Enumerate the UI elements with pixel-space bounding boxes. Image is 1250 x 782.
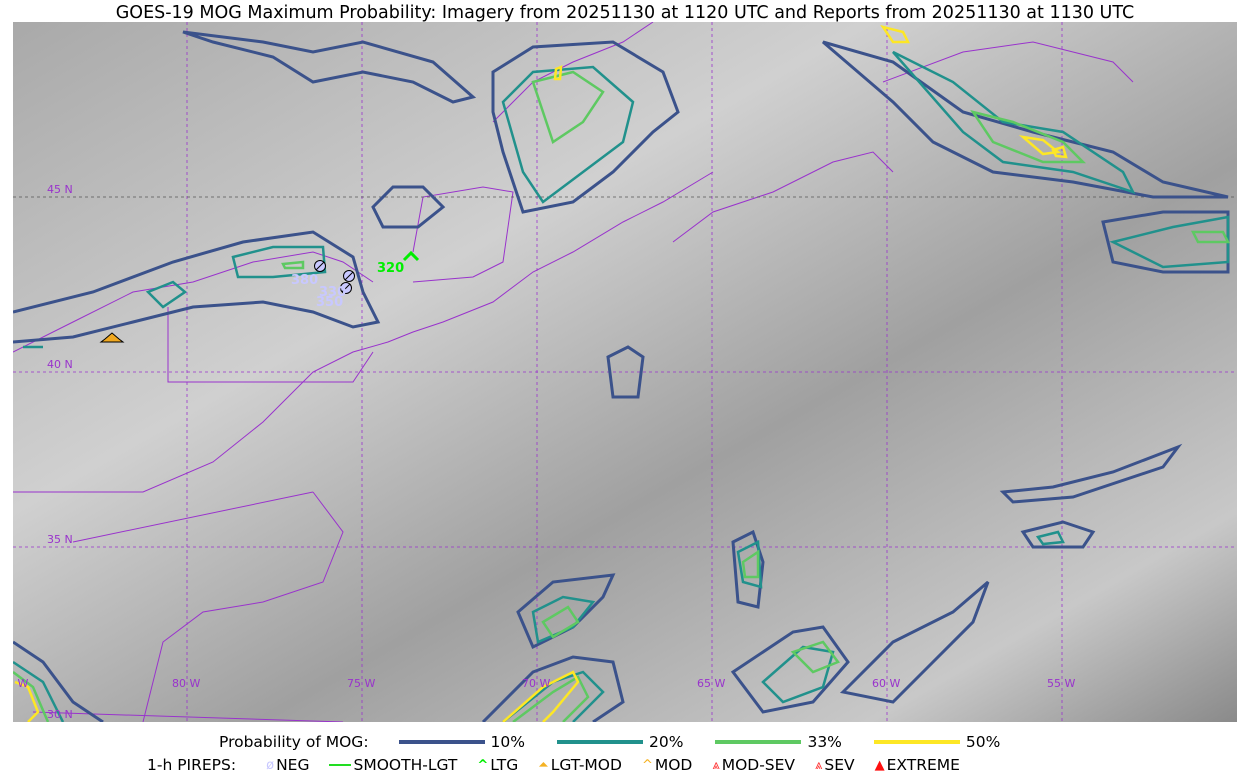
mog-legend: Probability of MOG: 10% 20% 33% 50% bbox=[219, 733, 1000, 751]
lat-label: 30 N bbox=[47, 708, 73, 721]
legend-label: LTG bbox=[490, 756, 519, 774]
mod-icon: ^ bbox=[641, 757, 653, 773]
neg-icon bbox=[343, 270, 355, 282]
map-title: GOES-19 MOG Maximum Probability: Imagery… bbox=[115, 3, 1135, 23]
lat-label: 40 N bbox=[47, 358, 73, 371]
extreme-icon: ▲ bbox=[874, 757, 885, 773]
ltg-icon bbox=[402, 250, 420, 262]
mog-legend-title: Probability of MOG: bbox=[219, 733, 369, 751]
map-canvas bbox=[13, 22, 1237, 722]
legend-label: 20% bbox=[649, 733, 684, 751]
neg-icon: ø bbox=[266, 757, 275, 773]
legend-label: 50% bbox=[965, 733, 1001, 751]
legend-swatch-10 bbox=[398, 740, 485, 744]
lon-label: 80 W bbox=[172, 677, 201, 690]
report-altitude: 330 bbox=[319, 285, 347, 300]
report-altitude: 320 bbox=[377, 261, 405, 276]
legend-label: NEG bbox=[276, 756, 310, 774]
lon-label: 70 W bbox=[522, 677, 551, 690]
lon-label: 65 W bbox=[697, 677, 726, 690]
legend-swatch-20 bbox=[557, 740, 643, 744]
coastlines-and-borders bbox=[13, 22, 1134, 722]
lgt-mod-icon: ⏶ bbox=[538, 757, 549, 773]
mod-sev-icon: ⩓ bbox=[712, 757, 720, 773]
lgt-mod-icon bbox=[99, 332, 125, 343]
lon-label: 85 W bbox=[13, 677, 29, 690]
legend-swatch-50 bbox=[873, 740, 960, 744]
legend-label: 33% bbox=[807, 733, 842, 751]
legend-swatch-33 bbox=[715, 740, 802, 744]
lat-label: 35 N bbox=[47, 533, 73, 546]
report-altitude: 380 bbox=[291, 273, 319, 288]
lon-label: 55 W bbox=[1047, 677, 1076, 690]
neg-icon bbox=[340, 282, 352, 294]
mog-contours-20 bbox=[13, 50, 1230, 722]
report-altitude: 350 bbox=[316, 295, 344, 310]
smooth-lgt-icon bbox=[329, 764, 352, 766]
neg-icon bbox=[314, 260, 326, 272]
mog-contours-50 bbox=[14, 25, 1068, 722]
lat-label: 45 N bbox=[47, 183, 73, 196]
legend-label: MOD-SEV bbox=[721, 756, 796, 774]
satellite-map: 45 N 40 N 35 N 30 N 85 W 80 W 75 W 70 W … bbox=[13, 22, 1237, 722]
pirep-markers bbox=[99, 250, 420, 343]
lon-label: 75 W bbox=[347, 677, 376, 690]
ltg-icon: ^ bbox=[477, 757, 489, 773]
lon-label: 60 W bbox=[872, 677, 901, 690]
pirep-legend: 1-h PIREPS: ø NEG SMOOTH-LGT ^ LTG ⏶ LGT-MO… bbox=[147, 756, 980, 774]
legend-label: SMOOTH-LGT bbox=[353, 756, 458, 774]
sev-icon: ⩓ bbox=[815, 757, 823, 773]
legend-label: LGT-MOD bbox=[550, 756, 622, 774]
legend-label: MOD bbox=[654, 756, 693, 774]
legend-label: EXTREME bbox=[886, 756, 960, 774]
legend-label: 10% bbox=[490, 733, 525, 751]
pirep-legend-title: 1-h PIREPS: bbox=[147, 756, 237, 774]
legend-label: SEV bbox=[824, 756, 855, 774]
mog-contours-33 bbox=[13, 70, 1231, 722]
